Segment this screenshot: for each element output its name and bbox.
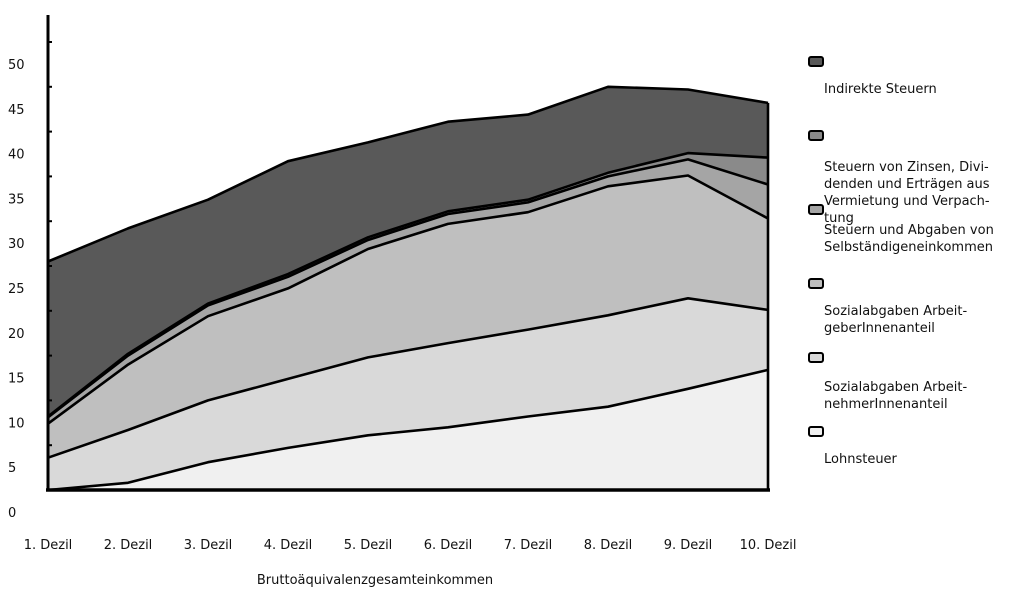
legend-label: Steuern von Zinsen, Divi- denden und Ert… — [824, 160, 990, 226]
x-axis-title: Bruttoäquivalenzgesamteinkommen — [257, 573, 493, 588]
area-outline-4 — [47, 158, 769, 419]
y-tick-label: 50 — [8, 58, 25, 73]
axes — [46, 15, 770, 492]
area-outline-1 — [47, 368, 769, 492]
x-tick-label: 7. Dezil — [504, 538, 553, 553]
x-axis-ticks: 1. Dezil 2. Dezil 3. Dezil 4. Dezil 5. Dezil… — [24, 538, 797, 553]
y-tick-label: 30 — [8, 237, 25, 252]
x-tick-label: 5. Dezil — [344, 538, 393, 553]
y-axis-ticks: 0 5 10 15 20 25 30 35 40 45 50 — [8, 41, 52, 521]
x-tick-label: 4. Dezil — [264, 538, 313, 553]
y-tick-label: 5 — [8, 461, 16, 476]
area-outline-2 — [47, 297, 769, 459]
x-tick-label: 9. Dezil — [664, 538, 713, 553]
area-series-2 — [48, 298, 768, 490]
legend-swatch — [808, 352, 824, 363]
area-outline-6 — [47, 85, 769, 263]
y-tick-label: 15 — [8, 372, 25, 387]
area-series-6 — [48, 86, 768, 417]
legend-swatch — [808, 278, 824, 289]
y-tick-label: 25 — [8, 282, 25, 297]
y-tick-label: 10 — [8, 416, 25, 431]
x-tick-label: 3. Dezil — [184, 538, 233, 553]
y-tick-label: 45 — [8, 103, 25, 118]
y-tick-label: 0 — [8, 506, 16, 521]
area-series-1 — [48, 369, 768, 490]
x-tick-label: 8. Dezil — [584, 538, 633, 553]
legend-label: Sozialabgaben Arbeit- geberInnenanteil — [824, 304, 968, 336]
area-layers — [48, 86, 768, 490]
legend-label: Sozialabgaben Arbeit- nehmerInnenanteil — [824, 380, 968, 412]
y-tick-label: 20 — [8, 327, 25, 342]
legend-swatch — [808, 130, 824, 141]
legend-label: Indirekte Steuern — [824, 82, 937, 97]
legend-label: Lohnsteuer — [824, 452, 897, 467]
legend-label: Steuern und Abgaben von Selbständigenein… — [824, 223, 994, 255]
x-tick-label: 6. Dezil — [424, 538, 473, 553]
area-outline-5 — [47, 151, 769, 418]
x-tick-label: 1. Dezil — [24, 538, 73, 553]
area-outlines — [47, 85, 769, 492]
y-tick-label: 40 — [8, 148, 25, 163]
x-tick-label: 10. Dezil — [740, 538, 797, 553]
y-tick-label: 35 — [8, 192, 25, 207]
x-tick-label: 2. Dezil — [104, 538, 153, 553]
area-series-3 — [48, 175, 768, 458]
legend-swatch — [808, 204, 824, 215]
legend-swatch — [808, 56, 824, 67]
area-outline-3 — [47, 174, 769, 425]
legend-swatch — [808, 426, 824, 437]
